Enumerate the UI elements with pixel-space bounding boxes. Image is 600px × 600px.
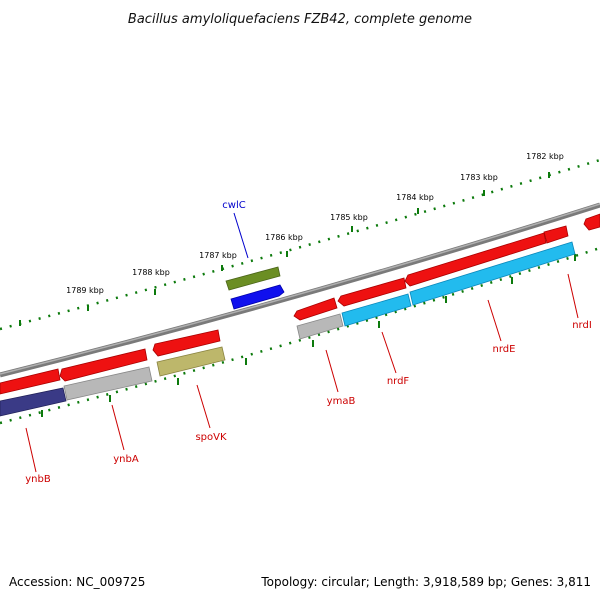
gene-spoVK-red[interactable] [152,329,221,357]
gene-labels: cwlC nrdI nrdE nrdF ymaB spoVK ynbA ynbB [25,200,592,485]
label-leaders [25,212,579,473]
tick-label: 1784 kbp [396,193,434,202]
gene-ynbB-red[interactable] [0,368,61,395]
gene-ynbB[interactable] [0,387,67,417]
gene-label-nrdI[interactable]: nrdI [572,320,592,331]
gene-nrdI-red[interactable] [543,225,569,244]
gene-ymaB-red[interactable] [293,297,338,321]
gene-nrdE-red[interactable] [404,232,547,287]
tick-label: 1785 kbp [330,213,368,222]
tick-label: 1787 kbp [199,251,237,260]
gene-label-nrdF[interactable]: nrdF [387,376,410,387]
tick-label: 1783 kbp [460,173,498,182]
tick-labels: 1782 kbp 1783 kbp 1784 kbp 1785 kbp 1786… [66,152,564,295]
gene-ynbA[interactable] [63,366,153,401]
genome-summary-text: Topology: circular; Length: 3,918,589 bp… [260,575,591,589]
gene-label-nrdE[interactable]: nrdE [493,344,516,355]
gene-cwlC-segment[interactable] [225,266,281,291]
leader-ynbB [25,427,37,473]
plus-strand-genes [225,266,285,310]
tick-label: 1789 kbp [66,286,104,295]
gene-nrdE[interactable] [409,241,576,306]
outer-tick-track [0,158,600,331]
gene-ynbA-red[interactable] [59,348,148,382]
gene-nrdF[interactable] [341,293,412,327]
inner-major-ticks [41,254,576,417]
gene-label-ynbB[interactable]: ynbB [25,474,51,485]
gene-label-ymaB[interactable]: ymaB [327,396,356,407]
genome-backbone [0,202,600,378]
accession-text: Accession: NC_009725 [9,575,145,589]
leader-ymaB [325,349,339,393]
tick-label: 1786 kbp [265,233,303,242]
leader-spoVK [196,384,211,429]
inner-tick-track [0,246,600,425]
gene-nrdF-red[interactable] [337,277,407,307]
gene-ymaB[interactable] [296,313,344,340]
map-title: Bacillus amyloliquefaciens FZB42, comple… [128,12,472,27]
gene-label-spoVK[interactable]: spoVK [195,432,227,443]
leader-ynbA [111,404,125,451]
genome-backbone-highlight [0,203,600,375]
gene-label-cwlC[interactable]: cwlC [222,200,245,211]
leader-nrdI [567,273,579,319]
leader-nrdE [487,299,502,342]
gene-label-ynbA[interactable]: ynbA [113,454,139,465]
outer-major-ticks [19,172,550,326]
tick-label: 1782 kbp [526,152,564,161]
gene-cwlC[interactable] [230,284,285,310]
leader-cwlC [233,212,249,259]
minus-strand-genes-red [0,213,600,395]
minus-strand-genes-cog [0,241,576,417]
tick-label: 1788 kbp [132,268,170,277]
gene-spoVK[interactable] [156,346,226,377]
gene-edge-red[interactable] [583,213,600,231]
leader-nrdF [381,331,397,374]
